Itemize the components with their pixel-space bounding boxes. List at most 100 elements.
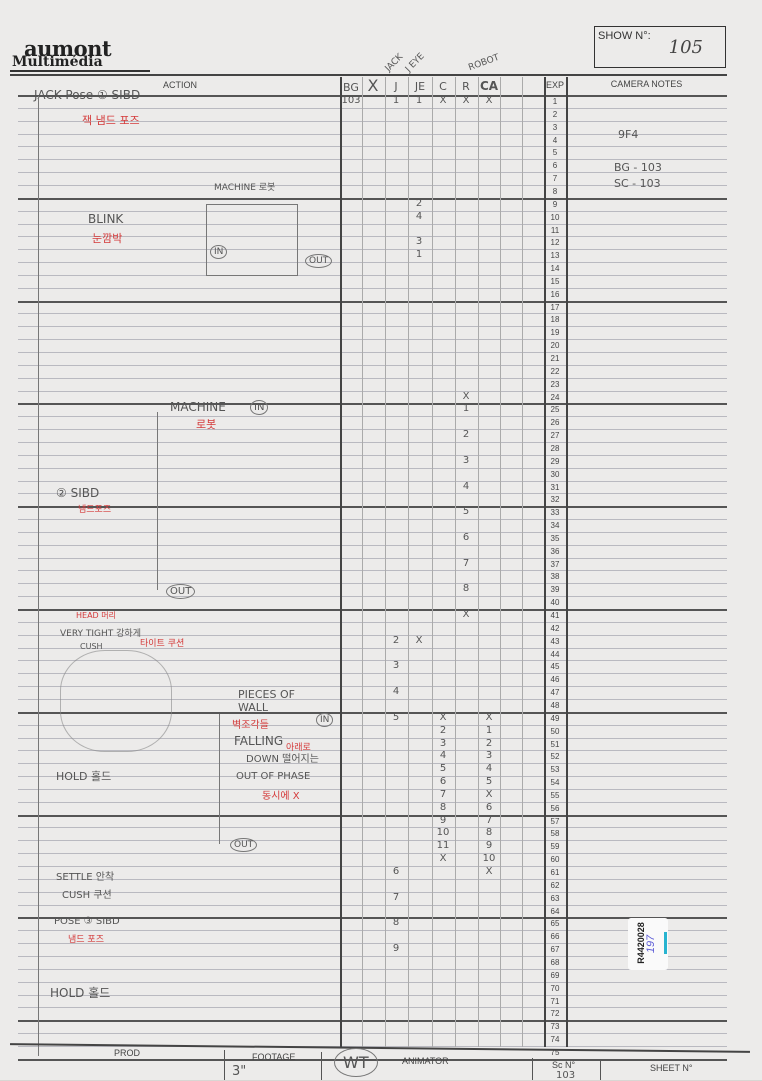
row-line — [18, 300, 727, 303]
show-number-box: SHOW N°: 105 — [594, 26, 726, 68]
note-blink: BLINK — [88, 212, 124, 226]
row-line — [18, 814, 727, 817]
row-line — [18, 236, 727, 238]
column-line — [566, 77, 568, 1047]
sticker-handwriting: 197 — [645, 934, 658, 954]
row-line — [18, 917, 727, 920]
camera-note: SC - 103 — [614, 177, 661, 190]
exp-frame-number: 50 — [550, 726, 560, 736]
exp-frame-number: 33 — [550, 508, 560, 518]
row-line — [18, 1007, 727, 1009]
exp-frame-number: 65 — [550, 919, 560, 929]
exposure-mark-r: 8 — [462, 583, 470, 595]
exp-frame-number: 12 — [550, 238, 560, 248]
row-line — [18, 249, 727, 251]
exp-frame-number: 17 — [550, 302, 560, 312]
note-out-3: OUT — [230, 838, 258, 852]
column-line — [478, 77, 479, 1047]
row-line — [18, 313, 727, 315]
logo-line1: aumont — [24, 36, 112, 61]
row-line — [18, 416, 727, 418]
column-line — [432, 77, 433, 1047]
row-line — [18, 159, 727, 161]
row-line — [18, 544, 727, 546]
exposure-mark-ca: 8 — [485, 827, 493, 839]
column-line — [340, 77, 342, 1047]
footer-divider — [321, 1052, 322, 1080]
exp-frame-number: 75 — [550, 1047, 560, 1057]
row-line — [18, 647, 727, 649]
timing-line — [219, 714, 220, 844]
row-line — [18, 352, 727, 353]
footer-animator-initials: WT — [334, 1048, 378, 1077]
exposure-mark-r: 3 — [462, 454, 470, 466]
note-very-tight: VERY TIGHT 강하게 — [60, 629, 141, 639]
footer-footage-value: 3" — [232, 1064, 247, 1079]
exp-frame-number: 13 — [550, 251, 560, 261]
exposure-mark-ca: 9 — [485, 840, 493, 852]
col-action: ACTION — [162, 80, 197, 90]
note-out-of-phase-kr: 동시에 X — [262, 791, 300, 802]
exposure-mark-je: X — [415, 634, 423, 646]
row-line — [18, 274, 727, 276]
exp-frame-number: 68 — [550, 957, 560, 967]
note-machine-2: MACHINE — [170, 400, 226, 414]
exposure-mark-r: 2 — [462, 429, 470, 441]
row-line — [18, 364, 727, 366]
exp-frame-number: 69 — [550, 970, 560, 980]
exp-frame-number: 18 — [550, 315, 560, 325]
exposure-mark-je: 2 — [415, 197, 423, 209]
exp-frame-number: 3 — [552, 122, 558, 132]
exp-frame-number: 44 — [550, 649, 560, 659]
exp-frame-number: 35 — [550, 533, 560, 543]
exp-frame-number: 5 — [552, 148, 558, 158]
exposure-mark-ca: X — [485, 95, 493, 106]
row-line — [18, 493, 727, 495]
exposure-mark-ca: 4 — [485, 763, 493, 775]
note-falling-kr: 아래로 — [286, 743, 311, 753]
character-sketch — [60, 650, 172, 752]
exposure-mark-ca: 3 — [485, 750, 493, 762]
show-number-label: SHOW N°: — [598, 30, 651, 42]
note-in-2: IN — [250, 400, 269, 415]
row-line — [18, 634, 727, 636]
exp-frame-number: 39 — [550, 585, 560, 595]
footer-divider — [224, 1050, 225, 1080]
row-line — [18, 287, 727, 289]
row-line — [18, 660, 727, 662]
note-very-tight-kr: 타이트 쿠션 — [140, 639, 185, 649]
exp-frame-number: 45 — [550, 662, 560, 672]
exp-frame-number: 41 — [550, 611, 560, 620]
exp-frame-number: 48 — [550, 700, 560, 710]
row-line — [18, 197, 727, 200]
exposure-mark-r: 6 — [462, 531, 470, 543]
exp-frame-number: 46 — [550, 675, 560, 685]
footer-divider — [532, 1058, 533, 1080]
row-line — [18, 107, 727, 109]
col-r: R — [462, 80, 470, 93]
row-line — [18, 184, 727, 186]
note-down: DOWN 떨어지는 — [246, 754, 319, 765]
exposure-mark-je: 1 — [415, 95, 423, 106]
row-line — [18, 673, 727, 675]
exp-frame-number: 27 — [550, 431, 560, 441]
exp-frame-number: 22 — [550, 366, 560, 376]
exp-frame-number: 58 — [550, 829, 560, 839]
exp-frame-number: 67 — [550, 945, 560, 955]
exp-frame-number: 71 — [550, 996, 560, 1006]
exp-frame-number: 60 — [550, 855, 560, 865]
exp-frame-number: 2 — [552, 109, 558, 119]
col-j: J — [394, 80, 398, 93]
exposure-mark-r: 4 — [462, 480, 470, 492]
exposure-mark-r: 1 — [462, 403, 470, 415]
row-line — [18, 223, 727, 225]
footer-prod-label: PROD — [114, 1048, 141, 1058]
exposure-mark-ca: 2 — [485, 737, 493, 749]
exp-frame-number: 53 — [550, 765, 560, 775]
row-line — [18, 390, 727, 392]
column-line — [544, 77, 546, 1047]
group-jeye: J EYE — [403, 51, 427, 75]
col-c: C — [439, 80, 447, 93]
note-hold-2: HOLD 홀드 — [50, 986, 111, 1000]
exp-frame-number: 64 — [550, 906, 560, 916]
